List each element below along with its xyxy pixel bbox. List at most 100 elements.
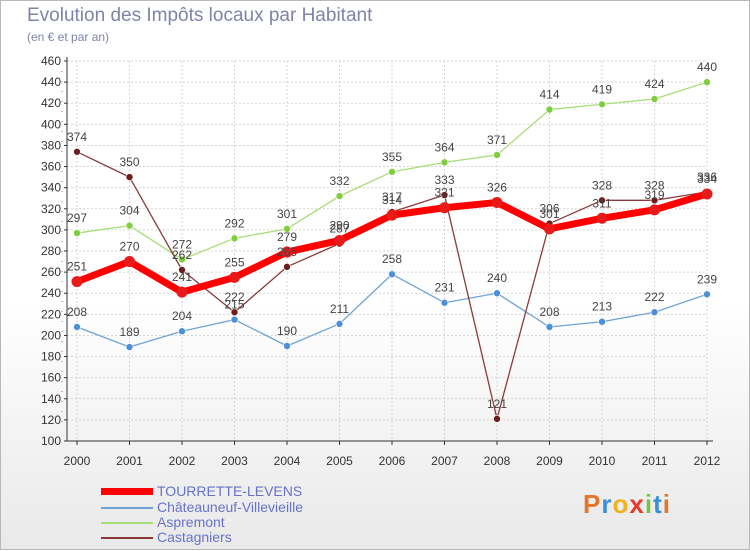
data-point[interactable] (440, 298, 449, 307)
data-point[interactable] (281, 246, 293, 258)
data-point[interactable] (335, 192, 344, 200)
data-point[interactable] (73, 323, 81, 331)
chart-title: Evolution des Impôts locaux par Habitant (27, 5, 373, 26)
y-tick-label: 460 (41, 54, 61, 68)
y-tick-label: 200 (41, 328, 61, 342)
proxiti-logo[interactable]: Proxiti (583, 489, 671, 520)
data-point[interactable] (176, 286, 188, 298)
data-point[interactable] (493, 151, 501, 159)
data-label: 350 (119, 155, 139, 169)
y-tick-label: 300 (41, 223, 61, 237)
data-label: 334 (697, 172, 717, 186)
data-point[interactable] (230, 308, 239, 317)
data-point[interactable] (125, 221, 134, 230)
y-tick-label: 160 (41, 371, 61, 385)
data-point[interactable] (598, 100, 606, 109)
data-label: 239 (697, 272, 717, 286)
y-tick-label: 360 (41, 160, 61, 174)
x-tick-label: 2008 (484, 454, 511, 468)
y-tick-label: 440 (41, 75, 61, 89)
data-point[interactable] (335, 320, 344, 328)
data-label: 270 (119, 240, 139, 254)
data-point[interactable] (598, 317, 606, 326)
data-point[interactable] (71, 276, 83, 288)
legend-label: Châteauneuf-Villevieille (157, 499, 304, 515)
data-point[interactable] (125, 343, 134, 351)
y-tick-label: 140 (41, 392, 61, 406)
data-label: 424 (644, 77, 664, 91)
legend-swatch (101, 537, 153, 539)
data-point[interactable] (334, 234, 345, 246)
data-point[interactable] (229, 271, 240, 283)
data-label: 204 (172, 309, 192, 323)
data-point[interactable] (545, 105, 554, 114)
data-point[interactable] (283, 225, 291, 233)
data-label: 333 (434, 173, 454, 187)
data-label: 255 (224, 255, 244, 269)
data-point[interactable] (230, 234, 239, 243)
legend-label: TOURRETTE-LEVENS (157, 483, 303, 499)
logo-letter: o (612, 489, 630, 519)
data-point[interactable] (439, 202, 450, 214)
data-point[interactable] (178, 266, 186, 274)
data-point[interactable] (283, 263, 291, 271)
data-point[interactable] (386, 209, 398, 221)
grid (67, 60, 708, 442)
x-tick-label: 2011 (642, 454, 668, 468)
data-label: 419 (592, 82, 612, 96)
data-point[interactable] (598, 196, 606, 205)
data-point[interactable] (703, 78, 711, 86)
data-label: 355 (382, 150, 402, 164)
data-point[interactable] (701, 188, 713, 200)
data-point[interactable] (650, 95, 659, 103)
data-point[interactable] (650, 196, 659, 205)
y-tick-label: 380 (41, 138, 61, 152)
data-point[interactable] (544, 223, 555, 235)
data-label: 297 (67, 211, 87, 225)
data-point[interactable] (493, 289, 501, 298)
data-label: 364 (434, 140, 454, 154)
data-point[interactable] (73, 229, 81, 237)
data-label: 414 (539, 88, 559, 102)
data-label: 301 (539, 207, 559, 221)
data-point[interactable] (493, 415, 501, 423)
data-point[interactable] (491, 196, 503, 208)
data-point[interactable] (124, 256, 135, 268)
data-label: 306 (539, 202, 559, 216)
x-tick-label: 2006 (379, 454, 406, 468)
logo-letter: r (601, 489, 613, 519)
x-tick-label: 2004 (274, 454, 301, 468)
legend-label: Aspremont (157, 514, 225, 530)
data-point[interactable] (283, 342, 291, 350)
data-point[interactable] (230, 315, 239, 324)
data-label: 321 (434, 186, 454, 200)
legend-swatch (101, 522, 153, 524)
data-label: 326 (487, 180, 507, 194)
data-point[interactable] (649, 204, 660, 216)
data-point[interactable] (178, 255, 186, 264)
data-point[interactable] (440, 158, 449, 167)
data-label: 290 (329, 218, 349, 232)
data-point[interactable] (596, 212, 608, 224)
data-point[interactable] (545, 323, 554, 331)
x-tick-label: 2010 (589, 454, 616, 468)
data-point[interactable] (388, 168, 396, 176)
data-label: 374 (67, 130, 87, 144)
data-point[interactable] (650, 308, 659, 317)
data-point[interactable] (178, 327, 186, 336)
x-tick-label: 2007 (431, 454, 458, 468)
data-point[interactable] (388, 270, 396, 279)
logo-letter: P (583, 489, 602, 519)
legend-swatch (101, 488, 153, 495)
x-tick-label: 2005 (326, 454, 353, 468)
data-label: 287 (329, 222, 349, 236)
data-label: 265 (277, 245, 297, 259)
data-point[interactable] (703, 290, 711, 299)
data-label: 292 (224, 216, 244, 230)
data-point[interactable] (73, 147, 81, 156)
data-label: 332 (329, 174, 349, 188)
data-point[interactable] (440, 191, 449, 199)
data-point[interactable] (125, 173, 134, 181)
data-label: 241 (172, 270, 192, 284)
